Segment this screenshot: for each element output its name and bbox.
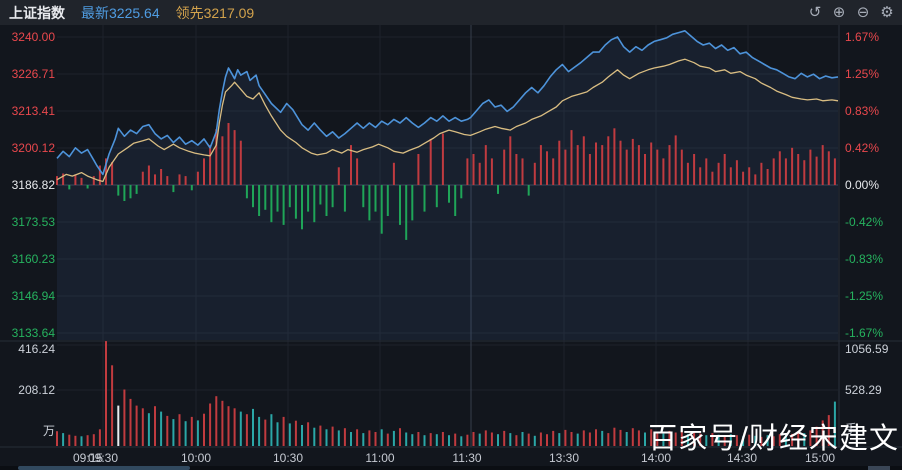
left-axis-label: 3186.82 xyxy=(11,178,55,192)
right-axis-label: 手 xyxy=(845,422,858,436)
left-axis-label: 万 xyxy=(42,424,55,438)
time-axis-label: 15:00 xyxy=(804,451,836,465)
left-axis-label: 3146.94 xyxy=(11,289,55,303)
time-axis-label: 09:15 xyxy=(72,451,104,465)
watermark-text: 百家号/财经宋建文 xyxy=(648,421,899,455)
latest-price: 最新3225.64 xyxy=(81,4,160,21)
time-axis-label: 14:00 xyxy=(640,451,672,465)
leading-price: 领先3217.09 xyxy=(175,4,255,21)
left-axis-label: 3160.23 xyxy=(11,252,55,266)
left-axis-label: 208.12 xyxy=(18,383,55,397)
time-axis-label: 10:00 xyxy=(180,451,212,465)
left-axis-label: 3226.71 xyxy=(11,67,55,81)
right-axis-label: 528.29 xyxy=(845,383,882,397)
right-axis-label: 0.83% xyxy=(845,104,880,118)
time-axis-label: 14:30 xyxy=(726,451,758,465)
scrollbar-corner[interactable] xyxy=(868,466,890,470)
right-axis-label: -0.42% xyxy=(845,215,884,229)
time-axis-label: 10:30 xyxy=(272,451,304,465)
right-axis-label: -1.25% xyxy=(845,289,884,303)
time-axis-label: 11:00 xyxy=(365,451,395,465)
right-axis-label: 1.25% xyxy=(845,67,880,81)
left-axis-label: 3133.64 xyxy=(11,326,55,340)
left-axis-label: 3240.00 xyxy=(11,30,55,44)
settings-icon[interactable]: ⚙ xyxy=(880,3,894,21)
time-axis-label: 13:30 xyxy=(548,451,580,465)
zoom-out-icon[interactable]: ⊖ xyxy=(856,3,870,21)
header: 上证指数 最新3225.64 领先3217.09 ↺ ⊕ ⊖ ⚙ xyxy=(0,0,902,25)
scrollbar-track[interactable] xyxy=(0,466,902,470)
left-axis-label: 416.24 xyxy=(18,342,55,356)
right-axis-label: -1.67% xyxy=(845,326,884,340)
chart-toolbar: ↺ ⊕ ⊖ ⚙ xyxy=(806,0,896,25)
time-axis-label: 11:30 xyxy=(452,451,482,465)
left-axis-label: 3173.53 xyxy=(11,215,55,229)
left-axis-label: 3200.12 xyxy=(11,141,55,155)
zoom-in-icon[interactable]: ⊕ xyxy=(832,3,846,21)
left-axis-label: 3213.41 xyxy=(11,104,55,118)
right-axis-label: 0.00% xyxy=(845,178,880,192)
index-name: 上证指数 xyxy=(9,4,65,21)
scrollbar-thumb[interactable] xyxy=(18,466,190,470)
right-axis-label: 1.67% xyxy=(845,30,880,44)
time-axis-label: 09:30 xyxy=(87,451,119,465)
right-axis-label: -0.83% xyxy=(845,252,884,266)
right-axis-label: 0.42% xyxy=(845,141,880,155)
right-axis-label: 1056.59 xyxy=(845,342,889,356)
undo-icon[interactable]: ↺ xyxy=(808,3,822,21)
